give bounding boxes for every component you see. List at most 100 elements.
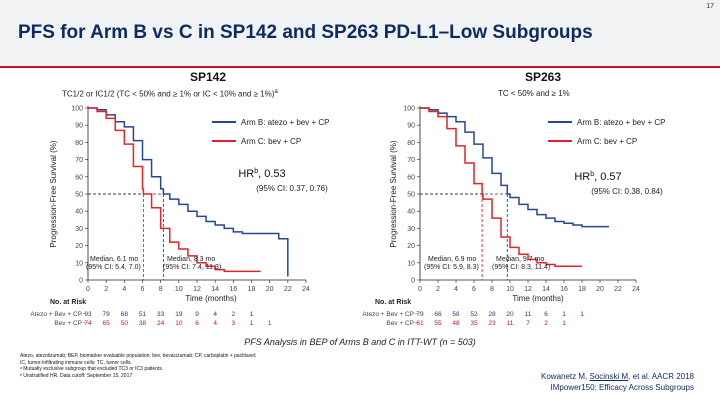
sp142-at-risk-row-label: Atezo + Bev + CP (30, 311, 82, 318)
sp263-y-tick-label: 30 (407, 226, 415, 233)
sp142-at-risk-value: 50 (121, 320, 129, 327)
sp142-at-risk-value: 9 (195, 311, 199, 318)
sp263-y-tick-label: 40 (407, 209, 415, 216)
sp142-y-tick-label: 80 (75, 140, 83, 147)
sp142-x-tick-label: 0 (86, 286, 90, 293)
sp263-y-tick-label: 80 (407, 140, 415, 147)
sp142-at-risk-value: 6 (195, 320, 199, 327)
sp142-at-risk-value: 1 (268, 320, 272, 327)
sp142-at-risk-value: 10 (175, 320, 183, 327)
sp263-at-risk-value: 61 (416, 320, 424, 327)
citation-rest: , et al. AACR 2018 (628, 372, 694, 381)
sp263-x-axis-label: Time (months) (512, 294, 564, 303)
sp142-at-risk-value: 19 (175, 311, 183, 318)
sp142-at-risk-value: 33 (157, 311, 165, 318)
sp142-x-tick-label: 16 (229, 286, 237, 293)
sp142-x-axis-label: Time (months) (185, 294, 237, 303)
sp263-y-tick-label: 0 (411, 278, 415, 285)
sp142-x-tick-label: 14 (211, 286, 219, 293)
sp142-at-risk-value: 1 (250, 320, 254, 327)
sp142-at-risk-value: 93 (84, 311, 92, 318)
sp142-series-arm-c-line (88, 107, 261, 273)
footnote-line: IC, tumor-infiltrating immune cells; TC,… (20, 359, 132, 366)
sp142-panel-title: SP142 (190, 70, 227, 84)
sp263-x-tick-label: 12 (524, 286, 532, 293)
sp263-at-risk-value: 79 (416, 311, 424, 318)
sp142-at-risk-title: No. at Risk (50, 299, 86, 306)
sp263-median-ci-label: (95% CI: 8.3, 11.4) (492, 264, 550, 271)
citation: Kowanetz M, Socinski M, et al. AACR 2018… (541, 371, 694, 393)
sp263-at-risk-value: 11 (507, 320, 514, 327)
slide-number: 17 (706, 3, 714, 10)
sp142-median-label: Median, 8.3 mo (167, 256, 215, 263)
sp142-y-tick-label: 70 (75, 157, 83, 164)
sp142-at-risk-value: 38 (139, 320, 147, 327)
sp142-series-arm-b-line (88, 107, 289, 277)
sp263-median-label: Median, 9.7 mo (496, 256, 544, 263)
sp263-legend-label: Arm C: bev + CP (577, 137, 637, 146)
sp263-at-risk-row-label: Atezo + Bev + CP (362, 311, 414, 318)
sp142-y-tick-label: 0 (79, 278, 83, 285)
sp142-y-tick-label: 50 (75, 192, 83, 199)
sp142-hr-number: , 0.53 (258, 168, 286, 180)
sp263-x-tick-label: 0 (418, 286, 422, 293)
sp263-at-risk-value: 7 (526, 320, 530, 327)
sp263-at-risk-row-label: Bev + CP (386, 320, 414, 327)
sp263-x-tick-label: 2 (436, 286, 440, 293)
sp263-at-risk-value: 6 (544, 311, 548, 318)
sp263-y-tick-label: 90 (407, 123, 415, 130)
sp142-subtitle: TC1/2 or IC1/2 (TC < 50% and ≥ 1% or IC … (62, 89, 278, 99)
sp263-x-tick-label: 4 (454, 286, 458, 293)
sp263-y-tick-label: 10 (407, 260, 415, 267)
sp142-x-tick-label: 22 (284, 286, 292, 293)
sp142-at-risk-value: 68 (121, 311, 129, 318)
sp263-at-risk-value: 28 (488, 311, 496, 318)
analysis-note: PFS Analysis in BEP of Arms B and C in I… (244, 337, 476, 347)
sp263-y-axis-label: Progression-Free Survival (%) (389, 140, 398, 247)
sp263-at-risk-value: 1 (562, 320, 566, 327)
sp142-y-tick-label: 90 (75, 123, 83, 130)
sp263-hr-value: HRb, 0.57 (574, 171, 621, 183)
sp263-at-risk-value: 2 (544, 320, 548, 327)
sp263-series-arm-b-line (420, 107, 609, 228)
sp263-hr-label: HR (574, 171, 590, 183)
sp142-x-tick-label: 12 (193, 286, 201, 293)
sp263-x-tick-label: 18 (578, 286, 586, 293)
sp142-at-risk-value: 4 (213, 311, 217, 318)
sp142-x-tick-label: 2 (104, 286, 108, 293)
sp142-hr-label: HR (238, 168, 254, 180)
sp142-at-risk-value: 74 (84, 320, 92, 327)
sp263-x-tick-label: 20 (596, 286, 604, 293)
sp263-at-risk-value: 48 (452, 320, 460, 327)
sp263-x-tick-label: 6 (472, 286, 476, 293)
sp142-hr-value: HRb, 0.53 (238, 168, 285, 180)
sp142-y-axis-label: Progression-Free Survival (%) (49, 140, 58, 247)
sp142-y-tick-label: 30 (75, 226, 83, 233)
footnotes: Atezo, atezolizumab; BEP, biomarker eval… (20, 353, 256, 379)
sp263-at-risk-value: 23 (488, 320, 496, 327)
sp142-at-risk-value: 4 (213, 320, 217, 327)
sp263-at-risk-value: 35 (470, 320, 478, 327)
citation-authors: Kowanetz M, (541, 372, 590, 381)
sp142-y-tick-label: 20 (75, 243, 83, 250)
sp263-y-tick-label: 60 (407, 174, 415, 181)
sp263-hr-sup: b (590, 171, 594, 178)
sp142-at-risk-value: 65 (103, 320, 111, 327)
sp142-at-risk-row-label: Bev + CP (54, 320, 82, 327)
sp263-y-tick-label: 70 (407, 157, 415, 164)
sp263-y-tick-label: 20 (407, 243, 415, 250)
sp142-legend-label: Arm B: atezo + bev + CP (241, 118, 329, 127)
sp142-at-risk-value: 2 (232, 311, 236, 318)
sp263-at-risk-value: 55 (434, 320, 442, 327)
sp142-median-label: Median, 6.1 mo (90, 256, 138, 263)
sp263-median-label: Median, 6.9 mo (428, 256, 476, 263)
sp263-x-tick-label: 10 (506, 286, 514, 293)
sp142-y-tick-label: 100 (71, 106, 83, 113)
sp263-series-arm-c-line (420, 107, 582, 267)
sp263-at-risk-value: 58 (452, 311, 460, 318)
slide-title: PFS for Arm B vs C in SP142 and SP263 PD… (18, 22, 593, 43)
footnote-line: ᵇ Unstratified HR. Data cutoff: Septembe… (20, 372, 133, 379)
sp142-x-tick-label: 20 (266, 286, 274, 293)
sp263-y-tick-label: 100 (403, 106, 415, 113)
